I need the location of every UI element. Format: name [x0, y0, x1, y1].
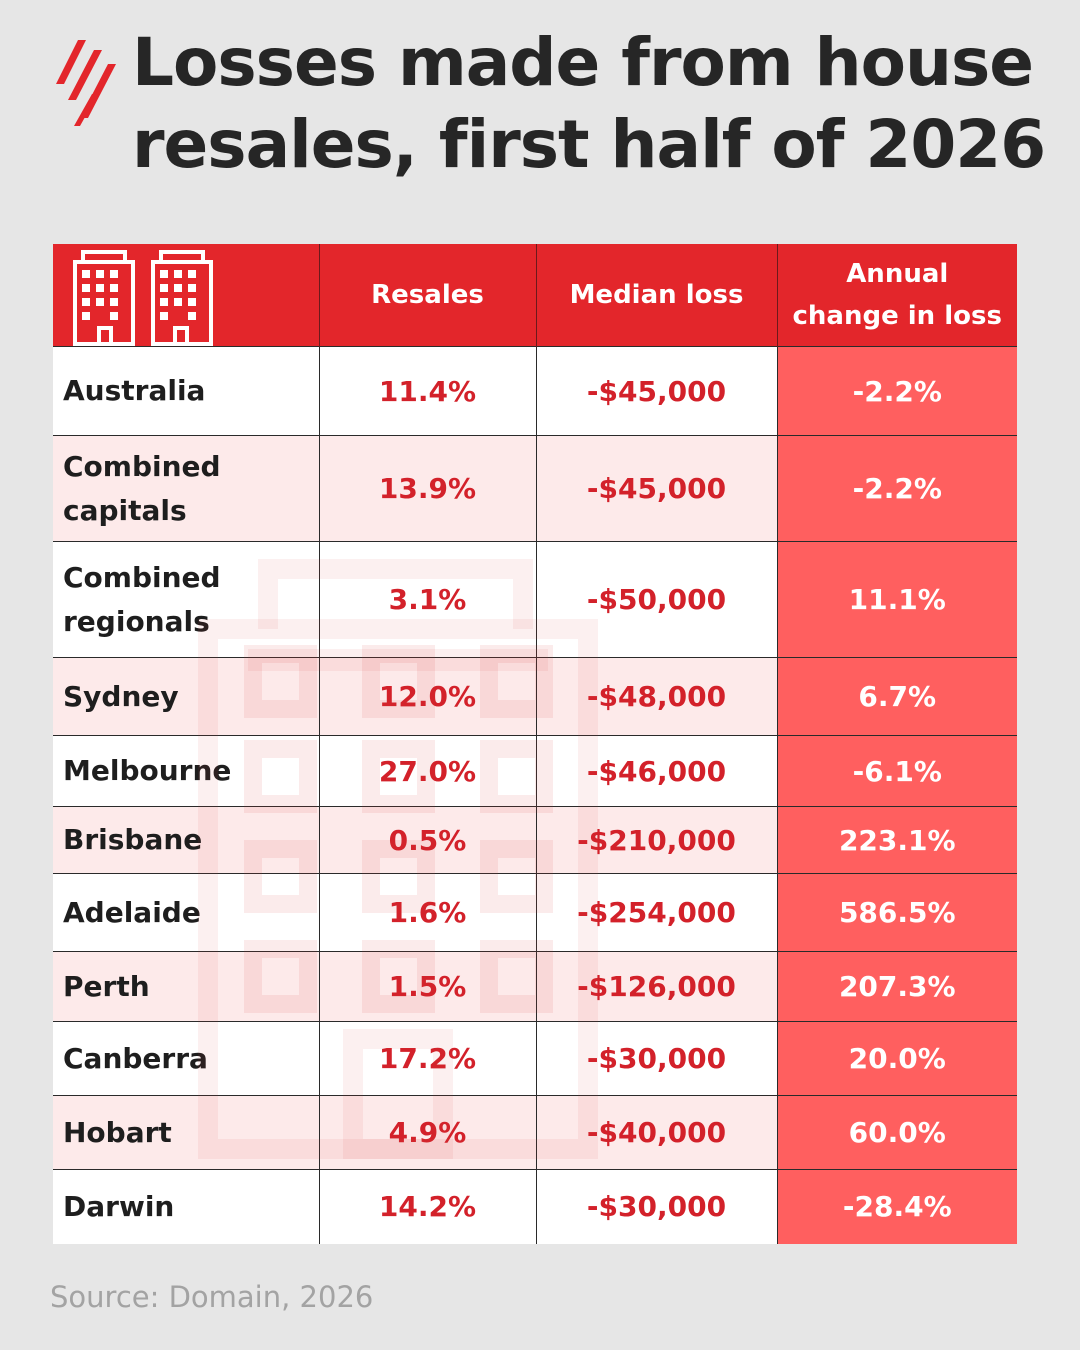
- region-cell: Sydney: [53, 657, 320, 736]
- resales-cell: 3.1%: [319, 541, 537, 658]
- resales-cell: 1.6%: [319, 873, 537, 952]
- annual-change-cell: 207.3%: [777, 951, 1017, 1022]
- region-cell: Hobart: [53, 1095, 320, 1170]
- median-loss-cell: -$50,000: [536, 541, 778, 658]
- median-loss-cell: -$40,000: [536, 1095, 778, 1170]
- annual-change-cell: 586.5%: [777, 873, 1017, 952]
- annual-change-cell: 11.1%: [777, 541, 1017, 658]
- annual-change-cell: -2.2%: [777, 435, 1017, 542]
- region-cell: Canberra: [53, 1021, 320, 1096]
- apartment-buildings-icon: [73, 250, 213, 346]
- region-cell: Adelaide: [53, 873, 320, 952]
- data-table: Resales Median loss Annual change in los…: [53, 244, 1017, 1244]
- region-cell: Combined regionals: [53, 541, 320, 658]
- median-loss-cell: -$45,000: [536, 435, 778, 542]
- median-loss-cell: -$30,000: [536, 1169, 778, 1244]
- region-cell: Melbourne: [53, 735, 320, 807]
- annual-change-cell: 6.7%: [777, 657, 1017, 736]
- resales-cell: 12.0%: [319, 657, 537, 736]
- table-header-row: Resales Median loss Annual change in los…: [53, 244, 1017, 347]
- table-row: Adelaide 1.6% -$254,000 586.5%: [53, 873, 1017, 952]
- resales-cell: 13.9%: [319, 435, 537, 542]
- chart-title: Losses made from house resales, first ha…: [132, 24, 1046, 183]
- region-cell: Darwin: [53, 1169, 320, 1244]
- table-body: Australia 11.4% -$45,000 -2.2% Combined capi…: [53, 346, 1017, 1244]
- median-loss-cell: -$30,000: [536, 1021, 778, 1096]
- header-median-loss: Median loss: [536, 244, 778, 347]
- table-row: Hobart 4.9% -$40,000 60.0%: [53, 1095, 1017, 1170]
- median-loss-cell: -$46,000: [536, 735, 778, 807]
- annual-change-cell: 60.0%: [777, 1095, 1017, 1170]
- header-annual-change: Annual change in loss: [777, 244, 1017, 347]
- resales-cell: 1.5%: [319, 951, 537, 1022]
- header-resales: Resales: [319, 244, 537, 347]
- region-cell: Brisbane: [53, 806, 320, 874]
- annual-change-cell: -6.1%: [777, 735, 1017, 807]
- sbs-logo-icon: [56, 40, 116, 126]
- table-row: Canberra 17.2% -$30,000 20.0%: [53, 1021, 1017, 1096]
- region-cell: Perth: [53, 951, 320, 1022]
- annual-change-cell: -2.2%: [777, 346, 1017, 436]
- data-table-container: Resales Median loss Annual change in los…: [53, 244, 1017, 1244]
- resales-cell: 14.2%: [319, 1169, 537, 1244]
- median-loss-cell: -$126,000: [536, 951, 778, 1022]
- table-row: Combined regionals 3.1% -$50,000 11.1%: [53, 541, 1017, 658]
- table-row: Darwin 14.2% -$30,000 -28.4%: [53, 1169, 1017, 1244]
- median-loss-cell: -$45,000: [536, 346, 778, 436]
- table-row: Australia 11.4% -$45,000 -2.2%: [53, 346, 1017, 436]
- median-loss-cell: -$210,000: [536, 806, 778, 874]
- region-cell: Australia: [53, 346, 320, 436]
- source-note: Source: Domain, 2026: [50, 1280, 374, 1314]
- header-icon-cell: [53, 244, 320, 347]
- table-row: Sydney 12.0% -$48,000 6.7%: [53, 657, 1017, 736]
- median-loss-cell: -$48,000: [536, 657, 778, 736]
- table-row: Melbourne 27.0% -$46,000 -6.1%: [53, 735, 1017, 807]
- resales-cell: 27.0%: [319, 735, 537, 807]
- region-cell: Combined capitals: [53, 435, 320, 542]
- table-row: Perth 1.5% -$126,000 207.3%: [53, 951, 1017, 1022]
- resales-cell: 11.4%: [319, 346, 537, 436]
- annual-change-cell: 20.0%: [777, 1021, 1017, 1096]
- resales-cell: 0.5%: [319, 806, 537, 874]
- median-loss-cell: -$254,000: [536, 873, 778, 952]
- resales-cell: 4.9%: [319, 1095, 537, 1170]
- table-row: Combined capitals 13.9% -$45,000 -2.2%: [53, 435, 1017, 542]
- resales-cell: 17.2%: [319, 1021, 537, 1096]
- annual-change-cell: 223.1%: [777, 806, 1017, 874]
- table-row: Brisbane 0.5% -$210,000 223.1%: [53, 806, 1017, 874]
- annual-change-cell: -28.4%: [777, 1169, 1017, 1244]
